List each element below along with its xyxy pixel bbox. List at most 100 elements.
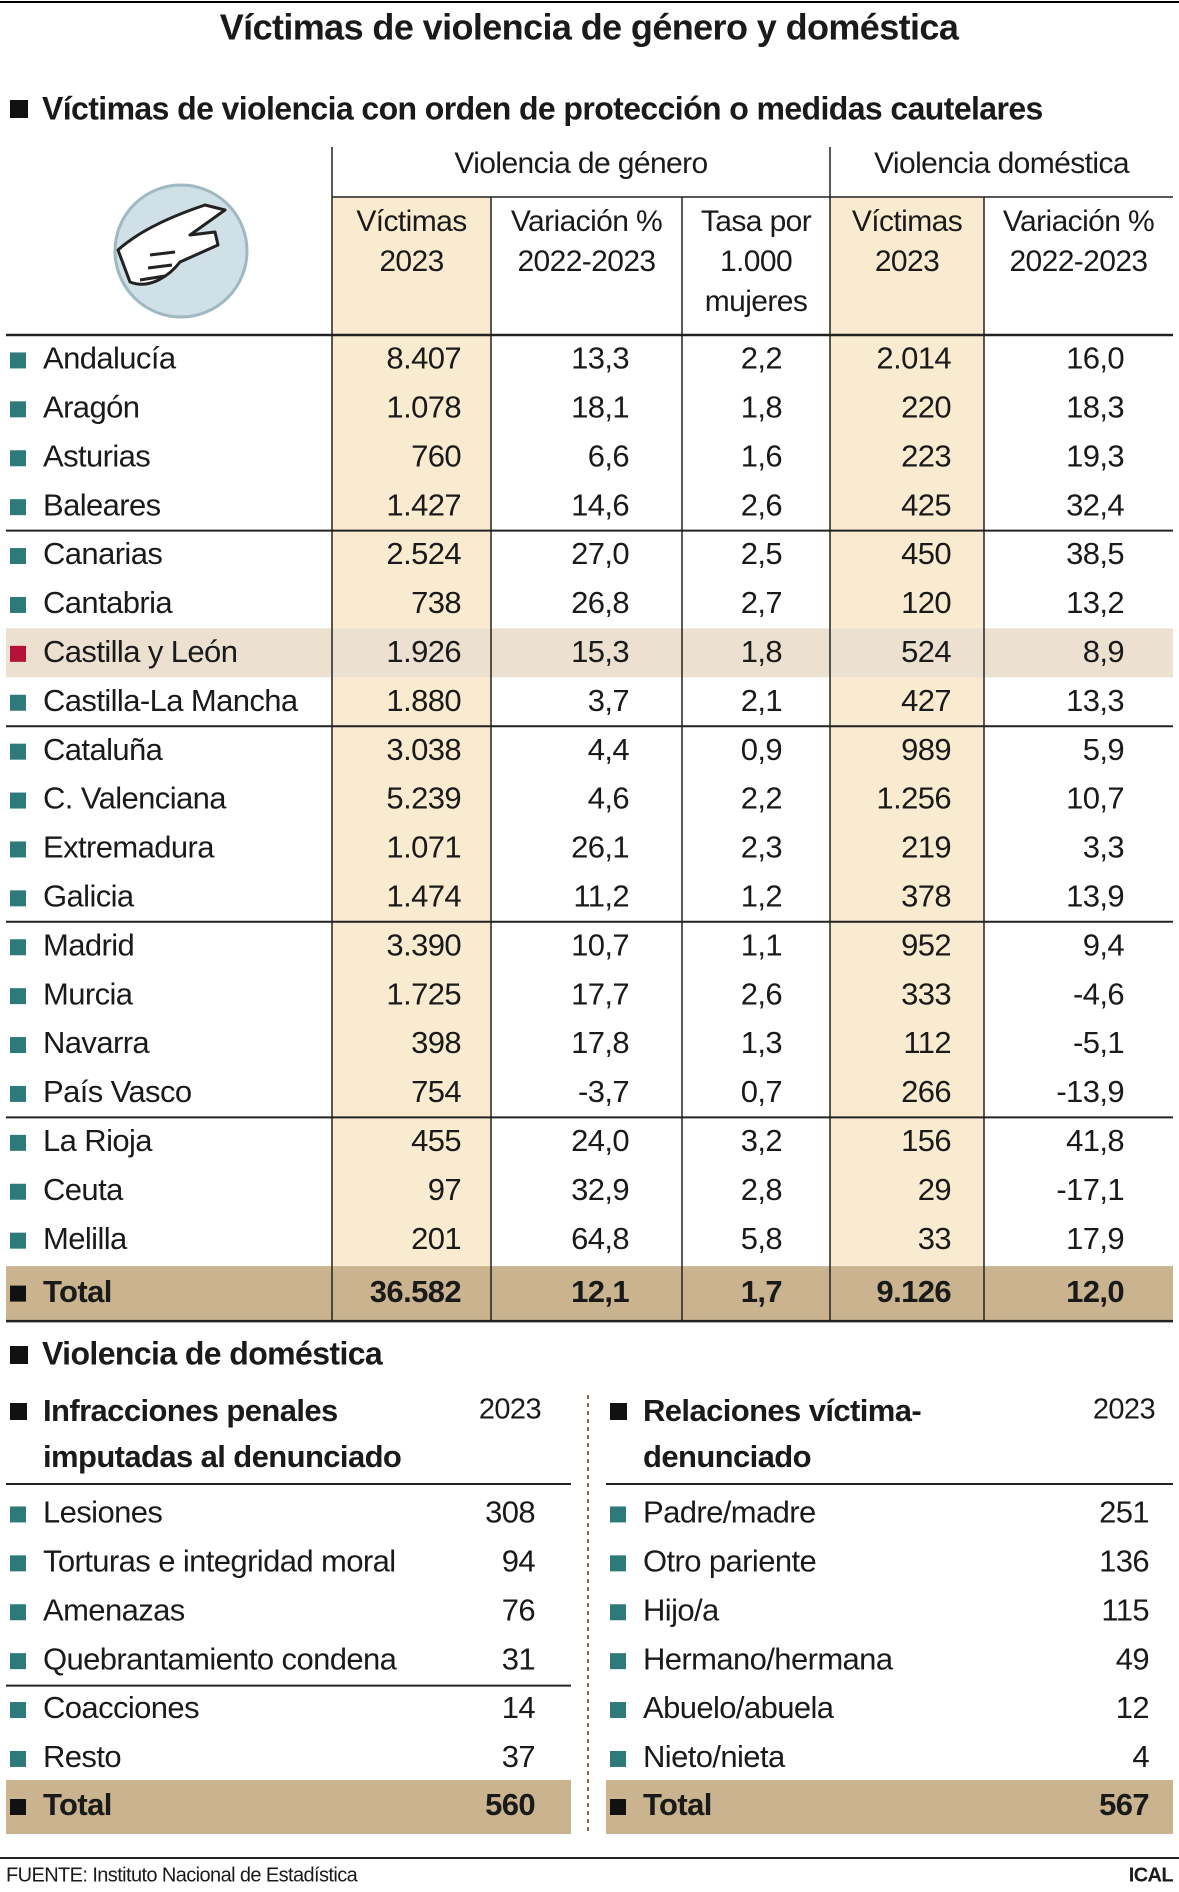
row-label: La Rioja	[43, 1123, 153, 1158]
column-header: 2023	[875, 245, 939, 278]
cell-value: 76	[502, 1592, 535, 1627]
cell-value: 13,3	[571, 341, 629, 376]
row-label: Murcia	[43, 976, 134, 1011]
cell-value: 2,2	[741, 341, 782, 376]
cell-value: 219	[901, 830, 951, 865]
row-bullet	[10, 1134, 26, 1151]
cell-value: 13,9	[1066, 879, 1124, 914]
row-bullet	[610, 1702, 626, 1719]
row-bullet	[610, 1799, 626, 1815]
cell-value: 450	[901, 536, 951, 571]
row-label: Castilla y León	[43, 634, 237, 669]
row-label: Extremadura	[43, 830, 215, 865]
row-bullet	[10, 694, 26, 711]
cell-value: 8,9	[1083, 634, 1124, 669]
cell-value: 1.256	[876, 781, 951, 816]
cell-value: 1.725	[386, 976, 461, 1011]
row-bullet	[10, 1750, 26, 1767]
row-label: C. Valenciana	[43, 781, 227, 816]
cell-value: 2,7	[741, 585, 782, 620]
row-bullet	[10, 1604, 26, 1621]
row-bullet	[10, 792, 26, 809]
cell-value: 2.014	[876, 341, 951, 376]
row-bullet	[10, 1506, 26, 1523]
row-label: Total	[43, 1274, 112, 1309]
row-bullet	[10, 1183, 26, 1200]
cell-value: 3.390	[386, 927, 461, 962]
row-label: Padre/madre	[643, 1495, 816, 1530]
cell-value: 12	[1116, 1690, 1149, 1725]
cell-value: 8.407	[386, 341, 461, 376]
row-label: Quebrantamiento condena	[43, 1641, 398, 1676]
row-bullet	[10, 841, 26, 858]
row-bullet	[10, 352, 26, 369]
row-label: Andalucía	[43, 341, 177, 376]
row-bullet	[10, 1085, 26, 1102]
column-header: Variación %	[511, 205, 662, 238]
group-header: Violencia doméstica	[874, 147, 1130, 180]
cell-value: 13,2	[1066, 585, 1124, 620]
row-bullet	[10, 450, 26, 467]
cell-value: 26,1	[571, 830, 629, 865]
cell-value: 97	[428, 1172, 461, 1207]
cell-value: 0,9	[741, 732, 782, 767]
cell-value: 223	[901, 438, 951, 473]
cell-value: 9.126	[876, 1274, 951, 1309]
hand-icon	[113, 183, 249, 319]
row-bullet	[10, 1285, 26, 1302]
row-label: Madrid	[43, 927, 134, 962]
section-title: Víctimas de violencia con orden de prote…	[42, 90, 1043, 126]
column-header: 2022-2023	[1009, 245, 1147, 278]
cell-value: 16,0	[1066, 341, 1124, 376]
cell-value: 1,2	[741, 879, 782, 914]
cell-value: 266	[901, 1074, 951, 1109]
row-bullet	[10, 743, 26, 760]
section-bullet	[10, 1346, 28, 1364]
row-label: Hijo/a	[643, 1592, 720, 1627]
column-header: Víctimas	[356, 205, 466, 238]
year-header: 2023	[479, 1394, 541, 1426]
row-bullet	[10, 890, 26, 907]
cell-value: 136	[1099, 1544, 1149, 1579]
cell-value: 41,8	[1066, 1123, 1124, 1158]
cell-value: 1,6	[741, 438, 782, 473]
cell-value: 524	[901, 634, 951, 669]
cell-value: 19,3	[1066, 438, 1124, 473]
cell-value: -4,6	[1073, 976, 1124, 1011]
row-bullet	[10, 499, 26, 516]
section-bullet	[10, 100, 28, 118]
row-label: País Vasco	[43, 1074, 192, 1109]
cell-value: 1.880	[386, 683, 461, 718]
row-label: Ceuta	[43, 1172, 124, 1207]
row-label: Baleares	[43, 487, 161, 522]
column-header: Víctimas	[852, 205, 962, 238]
cell-value: -13,9	[1056, 1074, 1124, 1109]
cell-value: 12,0	[1066, 1274, 1124, 1309]
cell-value: 398	[411, 1025, 461, 1060]
highlight-column	[332, 197, 491, 1267]
cell-value: 3,2	[741, 1123, 782, 1158]
row-bullet	[10, 596, 26, 613]
cell-value: 378	[901, 879, 951, 914]
row-label: Coacciones	[43, 1690, 199, 1725]
section-title: Violencia de doméstica	[42, 1335, 383, 1371]
subtable-title: denunciado	[643, 1439, 811, 1474]
row-bullet	[10, 1653, 26, 1670]
row-label: Abuelo/abuela	[643, 1690, 835, 1725]
row-bullet	[10, 1799, 26, 1815]
cell-value: 64,8	[571, 1221, 629, 1256]
cell-value: 1.071	[386, 830, 461, 865]
row-bullet	[10, 1232, 26, 1249]
row-label: Amenazas	[43, 1592, 185, 1627]
row-label: Torturas e integridad moral	[43, 1544, 396, 1579]
cell-value: 738	[411, 585, 461, 620]
cell-value: 32,9	[571, 1172, 629, 1207]
cell-value: -5,1	[1073, 1025, 1124, 1060]
cell-value: 12,1	[571, 1274, 629, 1309]
cell-value: 14,6	[571, 487, 629, 522]
credit: ICAL	[1129, 1864, 1174, 1886]
cell-value: 308	[485, 1495, 535, 1530]
cell-value: 26,8	[571, 585, 629, 620]
cell-value: 2,5	[741, 536, 782, 571]
cell-value: 36.582	[370, 1274, 461, 1309]
